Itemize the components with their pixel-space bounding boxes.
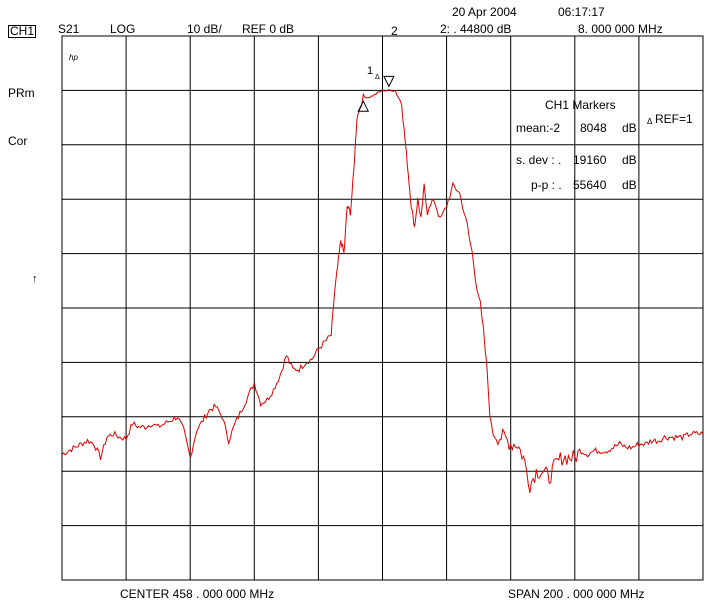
sdev-label: s. dev : . <box>516 153 562 167</box>
channel-indicator[interactable]: CH1 <box>8 24 37 38</box>
ref-label[interactable]: REF 0 dB <box>242 22 295 36</box>
center-frequency[interactable]: CENTER 458 . 000 000 MHz <box>120 587 275 601</box>
pp-unit: dB <box>622 178 637 192</box>
delta-icon: Δ <box>647 117 653 126</box>
sdev-value: 19160 <box>573 153 607 167</box>
date-label: 20 Apr 2004 <box>452 5 517 19</box>
marker-2-label: 2 <box>391 24 398 38</box>
format-label[interactable]: LOG <box>110 22 136 36</box>
span-frequency[interactable]: SPAN 200 . 000 000 MHz <box>508 587 645 601</box>
marker-group <box>357 75 395 112</box>
marker-2-triangle <box>383 75 395 88</box>
marker-frequency: 8. 000 000 MHz <box>578 22 663 36</box>
mean-unit: dB <box>622 121 637 135</box>
hp-logo: hp <box>69 53 78 62</box>
param-label[interactable]: S21 <box>58 22 80 36</box>
prm-label: PRm <box>8 86 35 100</box>
pp-value: 55640 <box>573 178 607 192</box>
trace-line <box>61 88 704 494</box>
marker-1-label: 1 <box>367 65 374 77</box>
marker-1-triangle <box>357 100 370 112</box>
pp-label: p-p : . <box>531 178 562 192</box>
cor-label: Cor <box>8 134 28 148</box>
scale-label[interactable]: 10 dB/ <box>187 22 222 36</box>
markers-title: CH1 Markers <box>545 98 616 112</box>
ref-position-arrow: ↑ <box>32 273 38 285</box>
marker-readout: 2: . 44800 dB <box>440 22 512 36</box>
sdev-unit: dB <box>622 153 637 167</box>
markers-ref-note: REF=1 <box>655 112 693 126</box>
trace-group <box>61 88 704 494</box>
mean-value: 8048 <box>580 121 607 135</box>
mean-label: mean:-2 <box>516 121 561 135</box>
time-label: 06:17:17 <box>558 5 605 19</box>
marker-1-delta-icon: Δ <box>375 74 380 81</box>
graticule <box>61 35 704 581</box>
